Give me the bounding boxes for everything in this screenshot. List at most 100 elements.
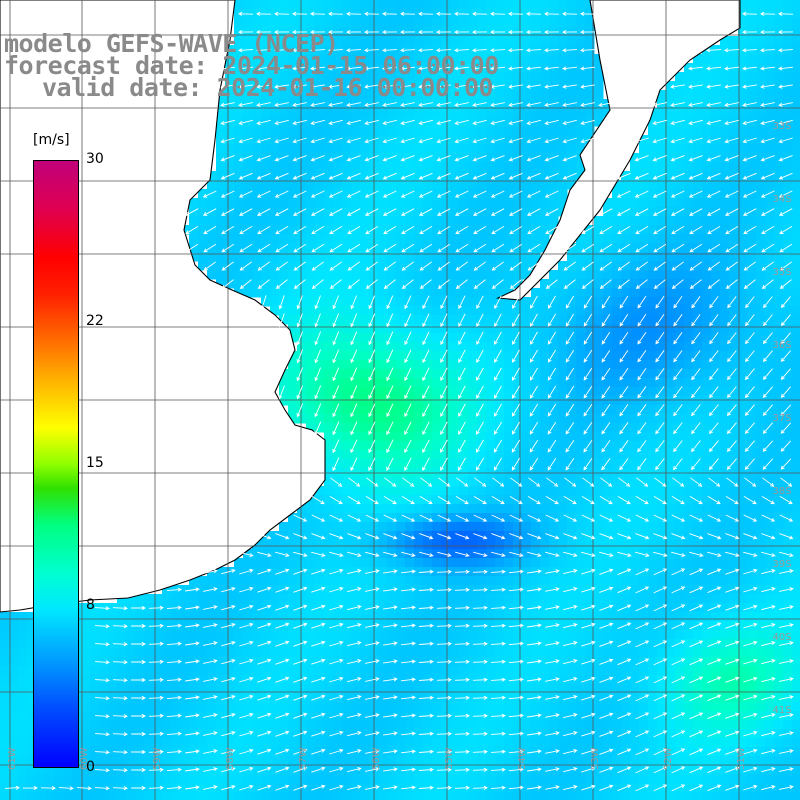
wind-speed-cell (576, 45, 586, 55)
wind-speed-cell (162, 585, 172, 595)
wind-speed-cell (342, 378, 352, 388)
wind-speed-cell (576, 450, 586, 460)
wind-speed-cell (396, 90, 406, 100)
wind-speed-cell (531, 684, 541, 694)
wind-speed-cell (396, 243, 406, 253)
wind-speed-cell (675, 90, 685, 100)
wind-speed-cell (414, 657, 424, 667)
wind-speed-cell (144, 639, 154, 649)
wind-speed-cell (360, 234, 370, 244)
wind-speed-cell (27, 693, 37, 703)
wind-speed-cell (774, 378, 784, 388)
wind-speed-cell (18, 702, 28, 712)
wind-speed-cell (117, 630, 127, 640)
wind-speed-cell (351, 702, 361, 712)
wind-speed-cell (396, 234, 406, 244)
wind-speed-cell (468, 144, 478, 154)
wind-speed-cell (486, 432, 496, 442)
wind-speed-cell (405, 630, 415, 640)
wind-speed-cell (477, 684, 487, 694)
wind-speed-cell (648, 441, 658, 451)
wind-speed-cell (468, 666, 478, 676)
wind-speed-cell (576, 144, 586, 154)
wind-speed-cell (396, 594, 406, 604)
wind-speed-cell (288, 225, 298, 235)
wind-speed-cell (774, 234, 784, 244)
wind-speed-cell (234, 261, 244, 271)
wind-speed-cell (180, 594, 190, 604)
wind-speed-cell (756, 324, 766, 334)
wind-speed-cell (486, 342, 496, 352)
wind-speed-cell (396, 153, 406, 163)
wind-speed-cell (351, 540, 361, 550)
wind-speed-cell (639, 495, 649, 505)
wind-speed-cell (252, 288, 262, 298)
wind-speed-cell (279, 207, 289, 217)
wind-speed-cell (315, 126, 325, 136)
wind-speed-cell (270, 675, 280, 685)
wind-speed-cell (774, 90, 784, 100)
wind-speed-cell (504, 234, 514, 244)
wind-speed-cell (693, 513, 703, 523)
wind-speed-cell (711, 450, 721, 460)
wind-speed-cell (522, 522, 532, 532)
wind-speed-cell (783, 180, 793, 190)
wind-speed-cell (279, 288, 289, 298)
wind-speed-cell (450, 216, 460, 226)
wind-speed-cell (414, 621, 424, 631)
wind-speed-cell (693, 612, 703, 622)
wind-speed-cell (306, 306, 316, 316)
wind-speed-cell (387, 180, 397, 190)
wind-speed-cell (774, 216, 784, 226)
wind-speed-cell (630, 522, 640, 532)
wind-speed-cell (684, 441, 694, 451)
wind-speed-cell (792, 486, 800, 496)
wind-speed-cell (486, 567, 496, 577)
wind-speed-cell (468, 639, 478, 649)
wind-speed-cell (549, 288, 559, 298)
wind-speed-cell (576, 558, 586, 568)
wind-speed-cell (774, 612, 784, 622)
wind-speed-cell (432, 225, 442, 235)
wind-speed-cell (360, 495, 370, 505)
wind-speed-cell (576, 693, 586, 703)
wind-speed-cell (522, 135, 532, 145)
wind-speed-cell (540, 243, 550, 253)
wind-speed-cell (414, 234, 424, 244)
wind-speed-cell (342, 279, 352, 289)
wind-speed-cell (360, 423, 370, 433)
wind-speed-cell (243, 261, 253, 271)
wind-speed-cell (567, 306, 577, 316)
wind-speed-cell (315, 270, 325, 280)
wind-speed-cell (504, 117, 514, 127)
wind-speed-cell (621, 612, 631, 622)
wind-speed-cell (459, 648, 469, 658)
wind-speed-cell (360, 585, 370, 595)
wind-speed-cell (729, 594, 739, 604)
wind-speed-cell (612, 225, 622, 235)
wind-speed-cell (720, 126, 730, 136)
wind-speed-cell (693, 216, 703, 226)
wind-speed-cell (279, 297, 289, 307)
wind-speed-cell (585, 486, 595, 496)
wind-speed-cell (396, 108, 406, 118)
wind-speed-cell (405, 288, 415, 298)
wind-speed-cell (477, 162, 487, 172)
wind-speed-cell (270, 603, 280, 613)
wind-speed-cell (477, 234, 487, 244)
wind-speed-cell (549, 387, 559, 397)
wind-speed-cell (657, 243, 667, 253)
wind-speed-cell (531, 513, 541, 523)
wind-speed-cell (216, 279, 226, 289)
wind-speed-cell (747, 252, 757, 262)
wind-speed-cell (306, 108, 316, 118)
wind-speed-cell (486, 90, 496, 100)
wind-speed-cell (585, 252, 595, 262)
wind-speed-cell (513, 162, 523, 172)
wind-speed-cell (432, 243, 442, 253)
wind-speed-cell (693, 54, 703, 64)
wind-speed-cell (738, 126, 748, 136)
wind-speed-cell (522, 63, 532, 73)
wind-speed-cell (432, 486, 442, 496)
wind-speed-cell (729, 306, 739, 316)
